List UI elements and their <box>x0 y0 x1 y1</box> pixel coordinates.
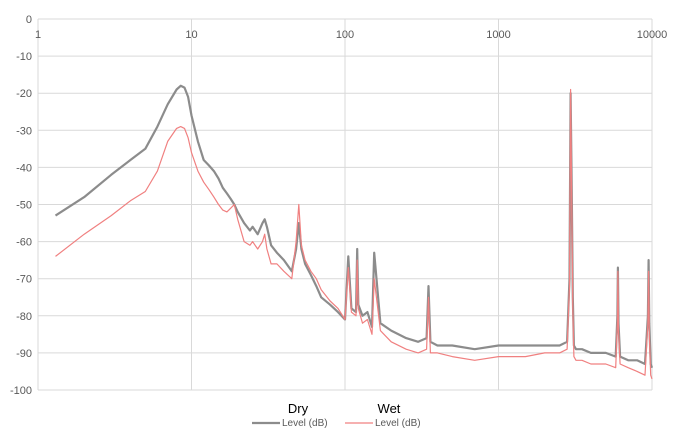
y-tick-label: -70 <box>16 274 32 286</box>
y-tick-label: -80 <box>16 311 32 323</box>
legend-entry-label: Level (dB) <box>375 418 421 429</box>
x-tick-label: 10 <box>185 29 197 41</box>
y-tick-label: -30 <box>16 125 32 137</box>
legend-group-wet: Wet <box>378 401 401 416</box>
y-tick-label: -20 <box>16 88 32 100</box>
x-tick-label: 1 <box>35 29 41 41</box>
series-layer <box>54 84 654 380</box>
y-tick-label: -100 <box>10 385 32 397</box>
legend: Dry Level (dB) Wet Level (dB) <box>252 401 421 429</box>
legend-entry-label: Level (dB) <box>282 418 328 429</box>
gridlines <box>37 18 653 391</box>
y-tick-label: -90 <box>16 348 32 360</box>
series-line-dry <box>54 84 654 369</box>
y-tick-label: 0 <box>26 14 32 26</box>
y-tick-label: -40 <box>16 162 32 174</box>
x-tick-label: 10000 <box>637 29 668 41</box>
series-line-wet <box>55 88 653 380</box>
y-tick-label: -50 <box>16 200 32 212</box>
x-tick-label: 100 <box>336 29 354 41</box>
y-axis-tick-labels: 0 -10 -20 -30 -40 -50 -60 -70 -80 -90 -100 <box>10 14 32 397</box>
legend-group-dry: Dry <box>288 401 309 416</box>
y-tick-label: -10 <box>16 51 32 63</box>
x-axis-tick-labels: 1 10 100 1000 10000 <box>35 29 667 41</box>
x-tick-label: 1000 <box>486 29 510 41</box>
y-tick-label: -60 <box>16 237 32 249</box>
